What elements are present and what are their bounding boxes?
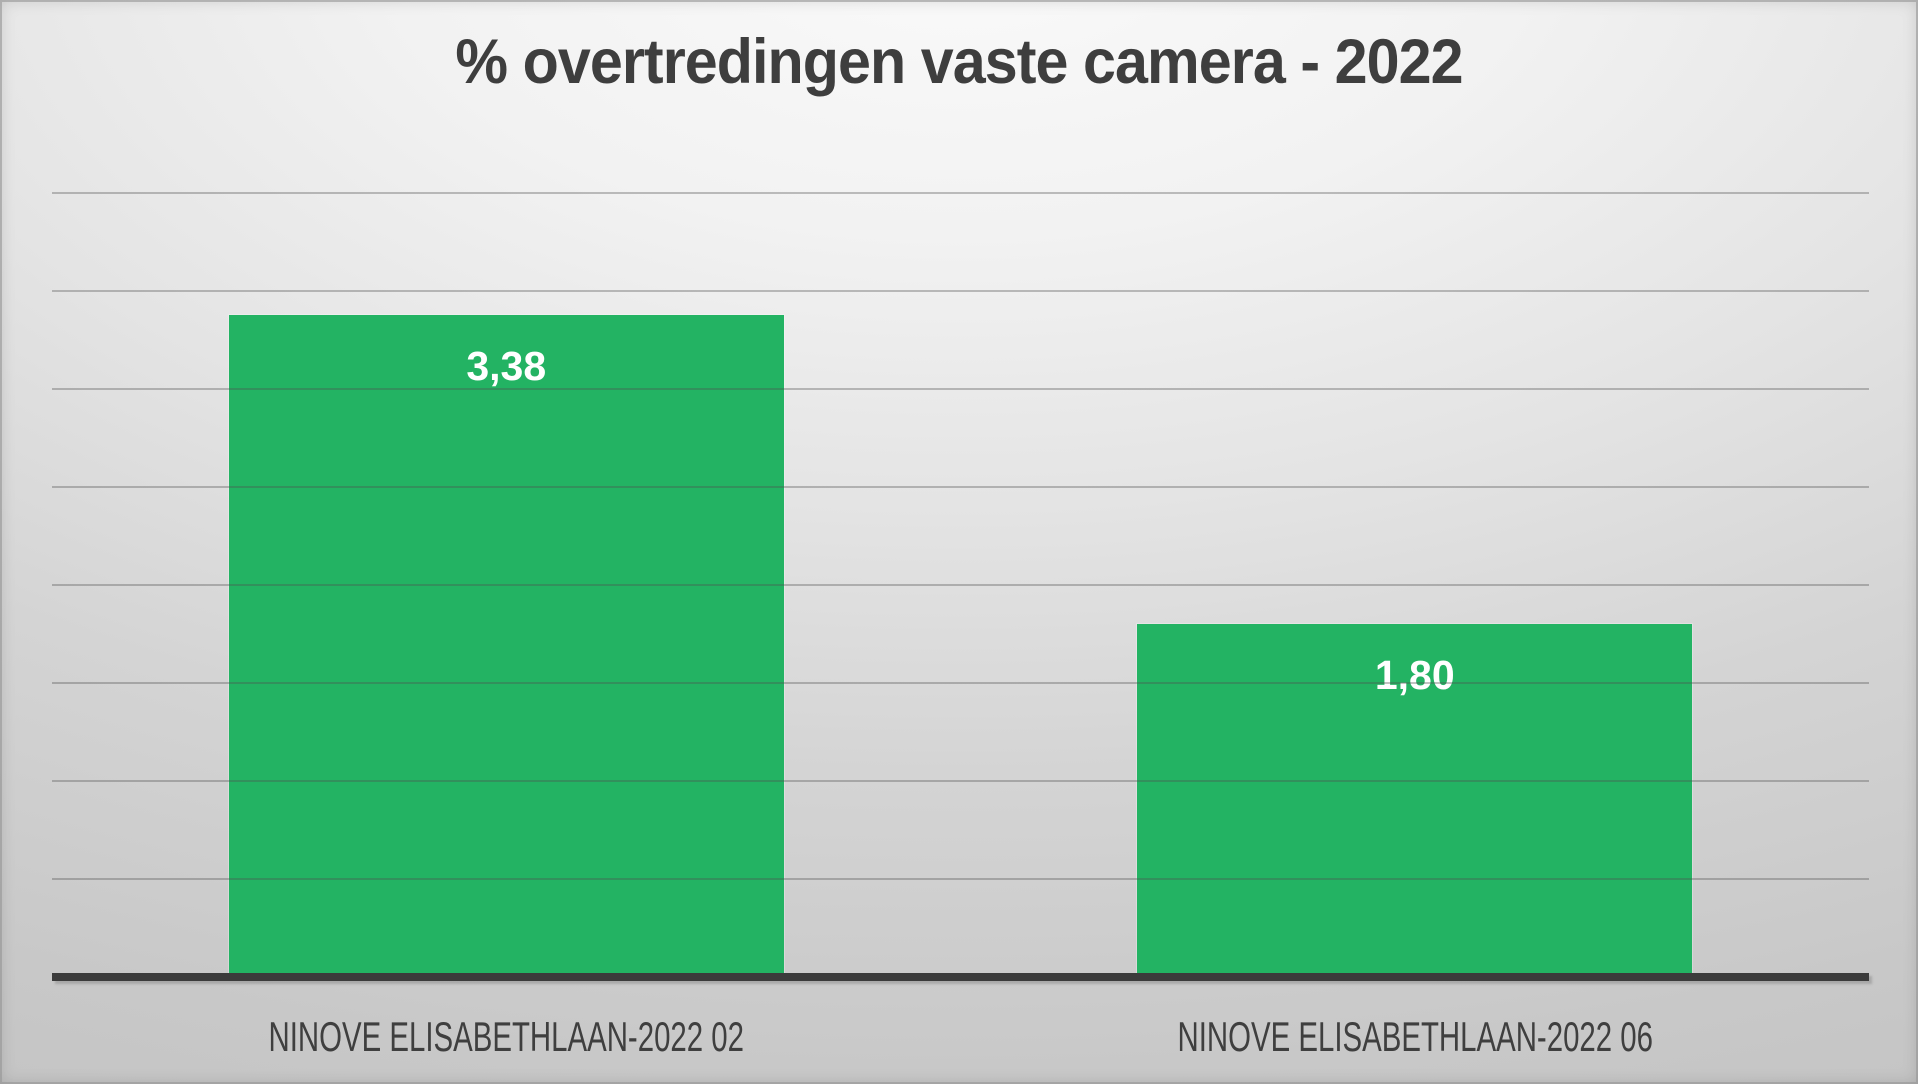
gridline bbox=[52, 290, 1869, 292]
bar: 1,80 bbox=[1137, 624, 1693, 977]
chart-title: % overtredingen vaste camera - 2022 bbox=[455, 27, 1463, 97]
gridline bbox=[52, 388, 1869, 390]
bar-value-label: 3,38 bbox=[466, 342, 547, 389]
plot-area: 3,38 1,80 bbox=[52, 0, 1869, 977]
bar: 3,38 bbox=[228, 314, 784, 977]
x-axis-line bbox=[52, 973, 1869, 981]
category-label: NINOVE ELISABETHLAAN-2022 06 bbox=[1176, 1013, 1653, 1060]
gridline bbox=[52, 192, 1869, 194]
category-axis: NINOVE ELISABETHLAAN-2022 02 NINOVE ELISA… bbox=[52, 1002, 1869, 1072]
bar-value-label: 1,80 bbox=[1374, 652, 1455, 699]
category-label: NINOVE ELISABETHLAAN-2022 02 bbox=[268, 1013, 745, 1060]
gridline bbox=[52, 780, 1869, 782]
gridline bbox=[52, 878, 1869, 880]
gridline bbox=[52, 486, 1869, 488]
gridline bbox=[52, 682, 1869, 684]
gridline bbox=[52, 584, 1869, 586]
